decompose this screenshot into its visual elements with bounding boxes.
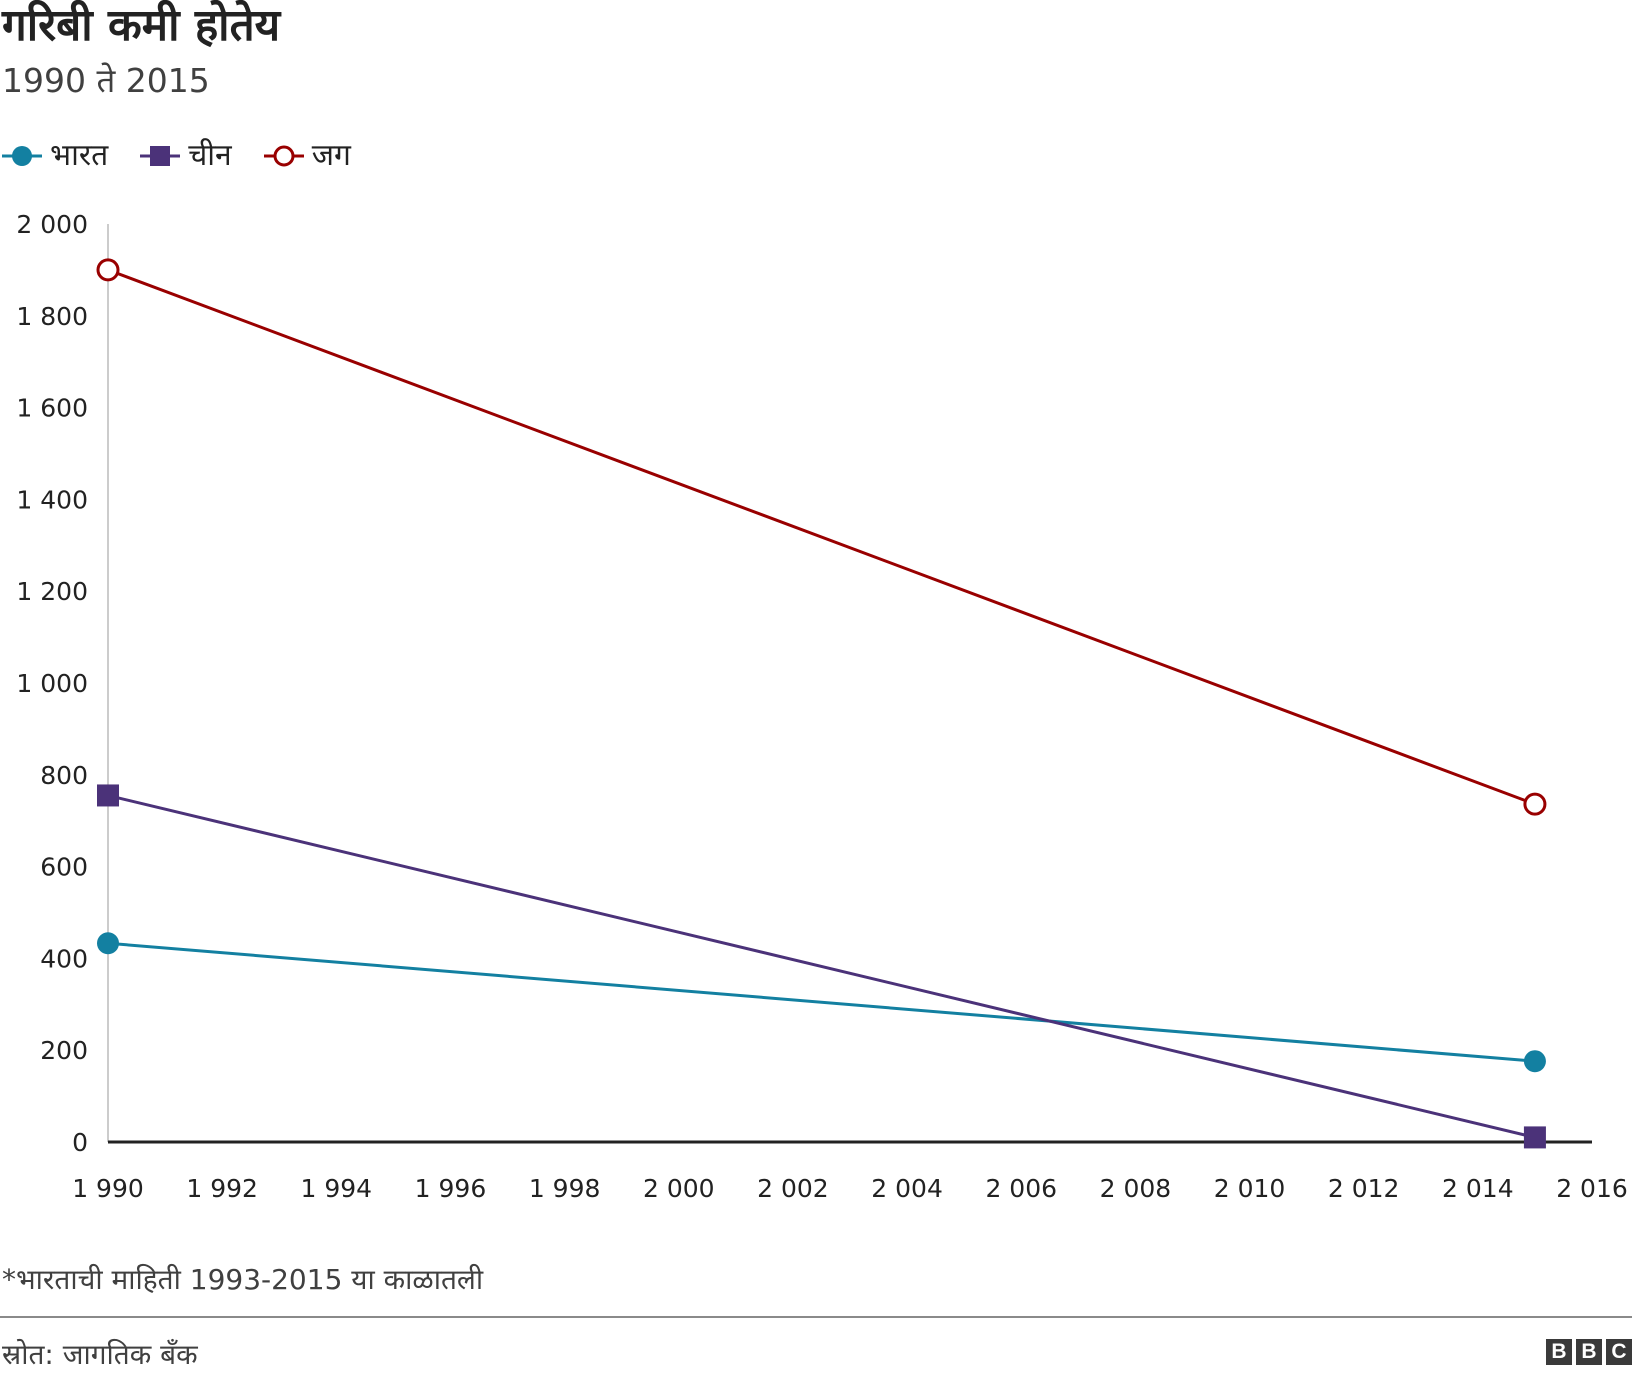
y-tick-label: 1 200 xyxy=(16,577,88,606)
x-tick-label: 1 992 xyxy=(186,1174,258,1203)
y-tick-label: 1 400 xyxy=(16,485,88,514)
y-tick-label: 400 xyxy=(40,944,88,973)
x-tick-label: 2 016 xyxy=(1556,1174,1628,1203)
x-tick-label: 1 990 xyxy=(72,1174,144,1203)
bbc-logo-block-1: B xyxy=(1546,1339,1572,1365)
legend-item-china: चीन xyxy=(140,136,232,176)
legend-item-india: भारत xyxy=(2,136,108,176)
y-tick-label: 200 xyxy=(40,1036,88,1065)
bbc-logo-block-2: B xyxy=(1576,1339,1602,1365)
data-point-circle xyxy=(97,932,119,955)
y-tick-label: 600 xyxy=(40,853,88,882)
series-line xyxy=(107,268,1536,806)
x-tick-label: 2 004 xyxy=(871,1174,943,1203)
legend-label-china: चीन xyxy=(188,138,232,173)
data-point-circle xyxy=(1523,1050,1546,1073)
x-tick-label: 1 998 xyxy=(529,1174,601,1203)
x-tick-label: 2 008 xyxy=(1100,1174,1172,1203)
y-tick-label: 2 000 xyxy=(16,210,88,239)
series-line xyxy=(107,941,1536,1063)
y-tick-label: 1 600 xyxy=(16,394,88,423)
chart-legend: भारत चीन जग xyxy=(2,136,383,176)
x-tick-label: 2 002 xyxy=(757,1174,829,1203)
legend-label-india: भारत xyxy=(50,138,109,173)
x-tick-label: 2 014 xyxy=(1442,1174,1514,1203)
chart-title: गरिबी कमी होतेय xyxy=(2,0,281,51)
bbc-logo: B B C xyxy=(1542,1339,1632,1365)
chart-subtitle: 1990 ते 2015 xyxy=(2,61,210,100)
data-point-open-circle xyxy=(96,258,120,282)
source-note: स्रोत: जागतिक बँक xyxy=(2,1338,198,1371)
x-tick-label: 1 996 xyxy=(415,1174,487,1203)
x-tick-label: 2 012 xyxy=(1328,1174,1400,1203)
legend-circle-open-icon xyxy=(263,145,304,167)
y-tick-label: 1 000 xyxy=(16,669,88,698)
legend-label-world: जग xyxy=(311,138,351,173)
x-tick-label: 1 994 xyxy=(301,1174,373,1203)
line-chart: 0 200 400 600 800 1 000 1 200 1 400 1 600 1 800 2 … xyxy=(16,210,1628,1203)
series-line xyxy=(107,793,1536,1139)
data-point-square xyxy=(97,784,119,807)
bbc-logo-block-3: C xyxy=(1606,1339,1632,1365)
y-tick-label: 1 800 xyxy=(16,302,88,331)
y-tick-label: 0 xyxy=(72,1128,88,1157)
x-tick-label: 2 000 xyxy=(643,1174,715,1203)
legend-square-filled-icon xyxy=(140,146,181,166)
legend-circle-filled-icon xyxy=(2,146,42,166)
footnote: *भारताची माहिती 1993-2015 या काळातली xyxy=(2,1263,484,1296)
data-point-square xyxy=(1523,1126,1546,1149)
x-tick-label: 2 010 xyxy=(1214,1174,1286,1203)
y-tick-label: 800 xyxy=(40,761,88,790)
data-point-open-circle xyxy=(1523,792,1547,816)
x-tick-label: 2 006 xyxy=(985,1174,1057,1203)
legend-item-world: जग xyxy=(263,136,351,176)
footer-divider xyxy=(0,1316,1632,1318)
